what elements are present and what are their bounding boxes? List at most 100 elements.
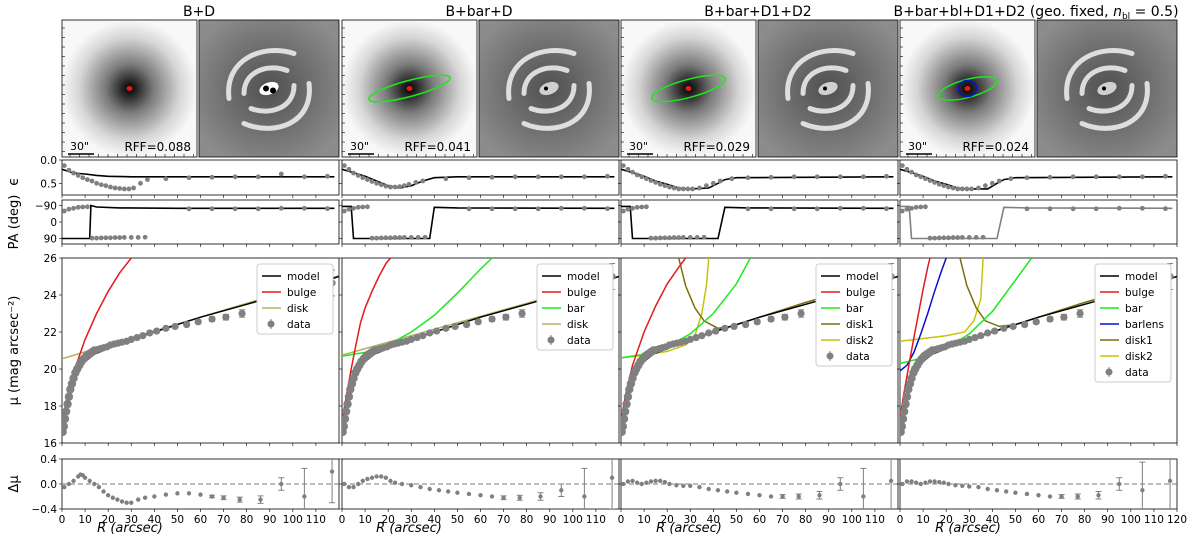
data-point: [860, 205, 866, 211]
data-point: [662, 479, 668, 485]
profile-column-2: model bulge bar disk data 0 10 20 30 40 50 60 70 80 90…: [339, 159, 620, 526]
data-point: [796, 494, 801, 499]
data-point: [861, 494, 866, 499]
data-point: [734, 490, 739, 495]
data-point: [1060, 313, 1068, 321]
data-point: [383, 475, 389, 480]
legend-box: [256, 263, 334, 335]
mu-subplot: model bulge bar barlens disk1 disk2 data: [897, 257, 1178, 446]
data-point: [953, 483, 958, 488]
data-point: [221, 495, 226, 500]
data-point: [222, 313, 230, 321]
data-point: [721, 324, 729, 332]
data-point: [653, 235, 659, 241]
bulge-ellipse: [406, 86, 413, 91]
data-point: [621, 208, 626, 214]
data-point: [98, 235, 104, 241]
data-point: [342, 407, 351, 416]
legend-bulge-label: bulge: [567, 287, 596, 299]
data-point: [142, 234, 148, 240]
data-point: [927, 479, 933, 484]
data-point: [89, 235, 95, 241]
y-tick-label: 16: [44, 438, 58, 450]
y-tick-label: 0: [50, 217, 57, 229]
legend-bulge-label: bulge: [846, 287, 875, 299]
data-point: [780, 494, 785, 499]
eps-subplot: [618, 159, 899, 198]
legend-disk-label: disk: [287, 303, 309, 315]
data-point: [80, 204, 86, 210]
data-point: [186, 206, 192, 212]
data-point: [964, 186, 970, 192]
data-point: [989, 180, 995, 186]
panel-title-2: B+bar+D: [445, 4, 512, 20]
panel-title-4-main: B+bar+bl+D1+D2 (geo. fixed,: [893, 4, 1113, 20]
x-tick-label: 110: [865, 514, 885, 526]
data-point: [648, 178, 654, 183]
data-point: [153, 327, 161, 335]
panel-title-4: B+bar+bl+D1+D2 (geo. fixed, nbl = 0.5): [893, 4, 1178, 22]
dmu-marks: [900, 459, 1177, 509]
data-point: [913, 480, 919, 485]
panel-title-4-symbol: n: [1113, 4, 1122, 20]
data-point: [466, 175, 472, 181]
data-point: [209, 494, 215, 499]
spiral-arm: [248, 83, 297, 114]
data-point: [621, 481, 626, 487]
data-point: [1116, 205, 1122, 211]
x-tick-label: 30: [684, 514, 697, 526]
data-point: [110, 495, 115, 500]
data-point: [625, 166, 631, 172]
dmu-subplot: 0 10 20 30 40 50 60 70 80 90 100 110 120: [897, 458, 1187, 526]
legend-data-marker: [1105, 368, 1113, 376]
x-tick-label: 30: [405, 514, 418, 526]
data-point: [466, 491, 472, 497]
eps-subplot: [897, 159, 1178, 198]
data-point: [955, 186, 961, 192]
x-tick-label: 120: [1167, 514, 1187, 526]
x-tick-label: 90: [263, 514, 276, 526]
data-point: [466, 206, 472, 212]
eps-marks: [342, 163, 615, 190]
data-point: [900, 407, 909, 416]
data-point: [622, 399, 631, 409]
pa-marks: [900, 204, 1173, 241]
dmu-subplot: 0 10 20 30 40 50 60 70 80 90 100 110: [618, 458, 899, 526]
data-point: [768, 494, 774, 499]
data-point: [985, 486, 990, 492]
x-tick-label: 0: [897, 514, 904, 526]
data-point: [62, 422, 69, 431]
x-tick-label: 60: [474, 514, 487, 526]
data-point: [634, 172, 640, 178]
data-point: [342, 414, 350, 424]
data-point: [680, 186, 686, 192]
data-point: [342, 208, 347, 214]
data-point: [662, 183, 668, 189]
data-point: [768, 206, 774, 212]
residual-core: [539, 81, 559, 96]
x-tick-label: 80: [240, 514, 253, 526]
data-point: [923, 480, 928, 485]
data-point: [383, 235, 389, 241]
data-point: [643, 176, 649, 182]
data-point: [1024, 491, 1030, 497]
data-point: [535, 174, 541, 180]
data-point: [325, 173, 330, 179]
data-point: [559, 488, 564, 493]
profile-column-1: 0.0 0.5 −90 0 90 16 18 20 22 24 26 model bulge disk da…: [32, 155, 340, 526]
data-point: [279, 481, 284, 487]
legend: model bulge bar barlens disk1 disk2 data: [1094, 263, 1172, 383]
data-point: [419, 332, 427, 340]
data-point: [936, 235, 942, 241]
data-point: [984, 329, 992, 337]
data-point: [1047, 494, 1053, 499]
xlabel-3: R (arcsec): [656, 521, 722, 536]
data-point: [667, 481, 672, 487]
legend-data-label: data: [846, 351, 870, 363]
data-point: [653, 478, 658, 484]
data-point: [1117, 481, 1122, 487]
data-point: [1032, 318, 1040, 326]
data-point: [502, 313, 510, 321]
data-point: [932, 180, 938, 185]
panel-title-4-subscript: bl: [1122, 12, 1130, 22]
